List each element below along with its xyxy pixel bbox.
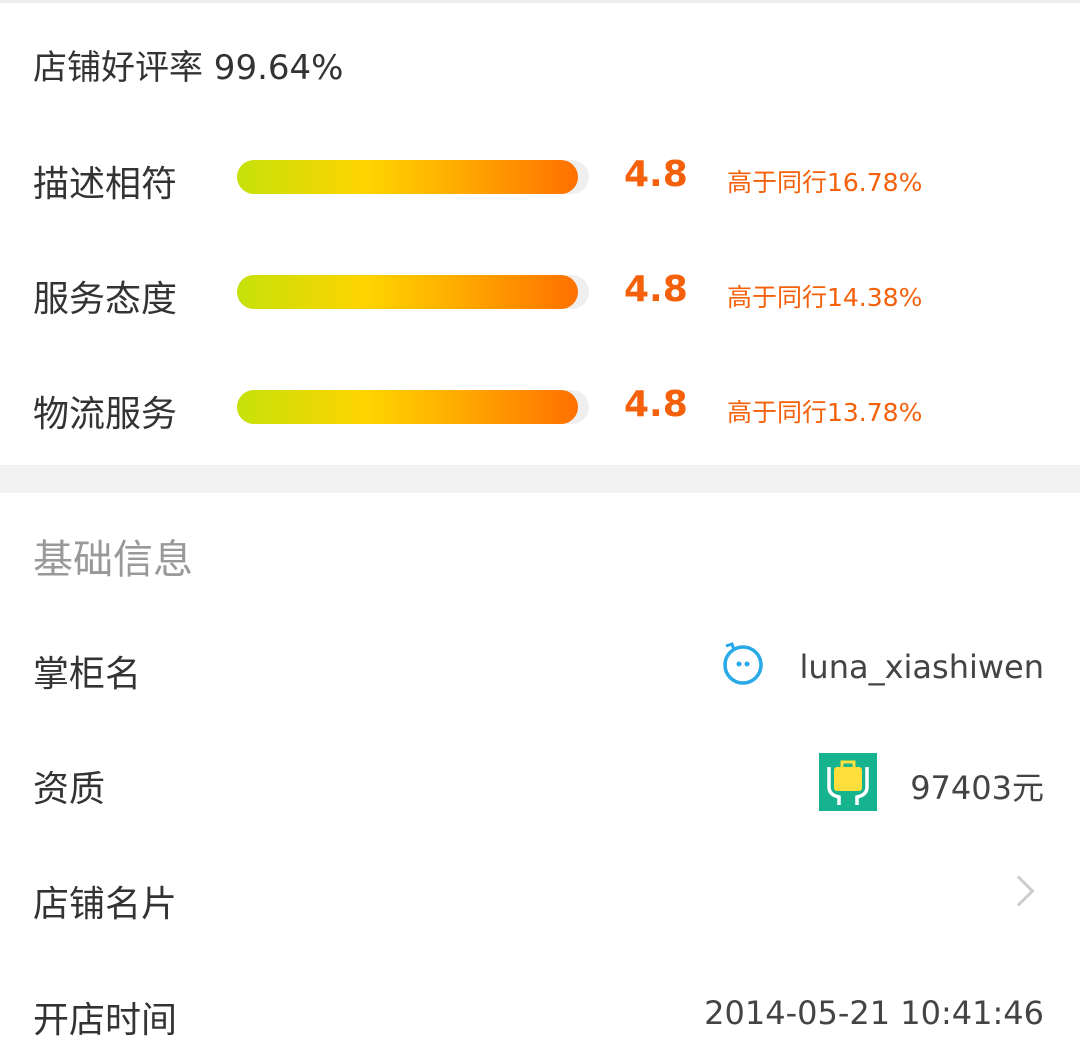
rating-bar-fill: [237, 160, 579, 194]
qualification-label: 资质: [33, 769, 106, 810]
shop-rating-title: 店铺好评率 99.64%: [33, 48, 344, 88]
open-time-row: 开店时间 2014-05-21 10:41:46: [0, 978, 1080, 1048]
rating-label: 物流服务: [33, 394, 178, 435]
rating-bar: [237, 390, 589, 424]
rating-score: 4.8: [624, 269, 688, 310]
open-time-label: 开店时间: [33, 1000, 178, 1041]
rating-score: 4.8: [624, 384, 688, 425]
rating-bar-fill: [237, 275, 579, 309]
shop-card-label: 店铺名片: [33, 884, 178, 925]
rating-label: 服务态度: [33, 279, 178, 320]
rating-bar: [237, 275, 589, 309]
rating-compare: 高于同行14.38%: [727, 283, 923, 312]
chevron-right-icon: [1003, 875, 1035, 907]
top-divider: [0, 0, 1080, 3]
shop-card-row[interactable]: 店铺名片: [0, 862, 1080, 932]
rating-compare: 高于同行16.78%: [727, 168, 923, 197]
owner-name: luna_xiashiwen: [799, 648, 1044, 686]
wangwang-chat-icon[interactable]: [720, 640, 766, 690]
deposit-briefcase-icon: [819, 753, 877, 815]
rating-label: 描述相符: [33, 164, 178, 205]
rating-bar-fill: [237, 390, 579, 424]
rating-bar: [237, 160, 589, 194]
rating-row-description: 描述相符 4.8 高于同行16.78%: [0, 147, 1080, 207]
qualification-row[interactable]: 资质 97403元: [0, 747, 1080, 817]
open-time-value: 2014-05-21 10:41:46: [704, 994, 1044, 1032]
basic-info-heading: 基础信息: [33, 537, 193, 583]
deposit-amount: 97403元: [910, 769, 1044, 807]
owner-row[interactable]: 掌柜名 luna_xiashiwen: [0, 632, 1080, 702]
rating-row-logistics: 物流服务 4.8 高于同行13.78%: [0, 377, 1080, 437]
section-separator: [0, 465, 1080, 493]
owner-label: 掌柜名: [33, 654, 142, 695]
rating-row-service: 服务态度 4.8 高于同行14.38%: [0, 262, 1080, 322]
rating-compare: 高于同行13.78%: [727, 398, 923, 427]
rating-score: 4.8: [624, 154, 688, 195]
